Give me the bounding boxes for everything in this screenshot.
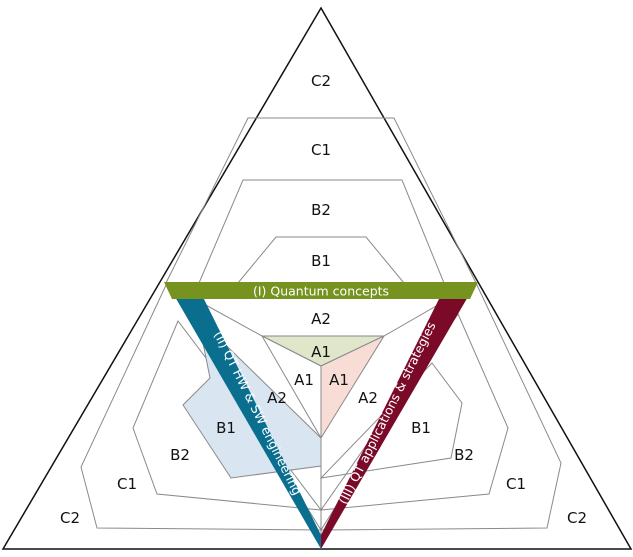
pillar-label-top: (I) Quantum concepts (253, 284, 389, 299)
pillar-band-left (167, 283, 321, 549)
pillar-band-top (164, 282, 478, 299)
level-right-b2: B2 (454, 446, 474, 464)
level-right-b1: B1 (411, 419, 431, 437)
level-top-c1: C1 (311, 141, 331, 159)
level-left-b1: B1 (216, 419, 236, 437)
right-ring-b1 (319, 362, 463, 479)
level-center-a1-top: A1 (311, 343, 331, 361)
level-top-c2: C2 (311, 72, 331, 90)
pillar-band-right (321, 283, 476, 549)
level-left-c2: C2 (60, 509, 80, 527)
level-center-a2-left: A2 (267, 389, 287, 407)
level-top-b1: B1 (311, 252, 331, 270)
level-left-c1: C1 (117, 475, 137, 493)
level-right-c2: C2 (567, 509, 587, 527)
level-left-b2: B2 (170, 446, 190, 464)
level-right-c1: C1 (506, 475, 526, 493)
level-center-a1-right: A1 (329, 371, 349, 389)
level-center-a2: A2 (311, 310, 331, 328)
level-top-b2: B2 (311, 201, 331, 219)
level-center-a1-left: A1 (294, 371, 314, 389)
level-center-a2-right: A2 (358, 389, 378, 407)
outer-triangle (1, 6, 633, 550)
